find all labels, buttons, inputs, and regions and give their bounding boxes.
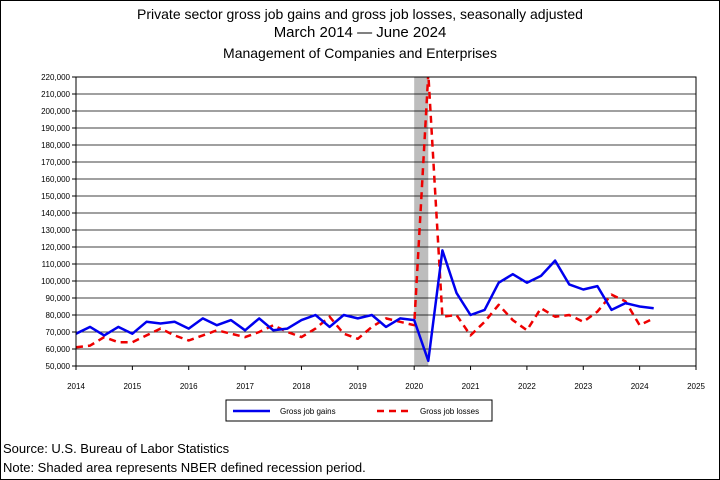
y-axis: 50,000 60,000 70,000 80,000 90,000 100,000 110… <box>41 73 76 371</box>
x-tick-label: 2022 <box>518 382 536 391</box>
y-tick-label: 100,000 <box>41 277 70 286</box>
grid-layer <box>76 76 696 367</box>
x-tick-label: 2015 <box>123 382 141 391</box>
x-tick-label: 2019 <box>349 382 367 391</box>
x-tick-label: 2021 <box>462 382 480 391</box>
y-tick-label: 180,000 <box>41 141 70 150</box>
plot-border <box>75 76 697 367</box>
source-note: Source: U.S. Bureau of Labor Statistics <box>3 441 230 456</box>
y-tick-label: 120,000 <box>41 243 70 252</box>
chart-subtitle: March 2014 — June 2024 <box>273 24 447 41</box>
y-tick-label: 70,000 <box>46 328 71 337</box>
chart-subtitle-industry: Management of Companies and Enterprises <box>223 45 497 61</box>
y-tick-label: 220,000 <box>41 73 70 82</box>
y-tick-label: 170,000 <box>41 158 70 167</box>
y-tick-label: 210,000 <box>41 90 70 99</box>
legend: Gross job gains Gross job losses <box>225 399 493 422</box>
x-tick-label: 2017 <box>236 382 254 391</box>
y-tick-label: 200,000 <box>41 107 70 116</box>
y-tick-label: 50,000 <box>46 362 71 371</box>
legend-box <box>225 399 493 422</box>
legend-label-losses: Gross job losses <box>420 407 479 416</box>
series-line-losses <box>76 77 655 349</box>
y-tick-label: 60,000 <box>46 345 71 354</box>
x-tick-label: 2025 <box>687 382 705 391</box>
x-tick-label: 2020 <box>405 382 423 391</box>
x-tick-label: 2023 <box>574 382 592 391</box>
x-tick-label: 2024 <box>631 382 649 391</box>
line-chart: 50,000 60,000 70,000 80,000 90,000 100,000 110… <box>41 73 705 422</box>
y-tick-label: 90,000 <box>46 294 71 303</box>
y-tick-label: 160,000 <box>41 175 70 184</box>
y-tick-label: 140,000 <box>41 209 70 218</box>
series-line-gains <box>76 249 654 363</box>
x-tick-label: 2016 <box>180 382 198 391</box>
plot-layer <box>76 77 655 363</box>
legend-label-gains: Gross job gains <box>280 407 336 416</box>
y-tick-label: 110,000 <box>42 260 71 269</box>
y-tick-label: 130,000 <box>41 226 70 235</box>
x-tick-label: 2014 <box>67 382 85 391</box>
y-tick-label: 80,000 <box>46 311 71 320</box>
y-tick-label: 150,000 <box>41 192 70 201</box>
x-tick-label: 2018 <box>293 382 311 391</box>
chart-title: Private sector gross job gains and gross… <box>137 6 583 22</box>
x-axis: 2014 2015 2016 2017 2018 2019 2020 2021 2022 2023… <box>67 366 705 391</box>
recession-note: Note: Shaded area represents NBER define… <box>3 460 366 475</box>
y-tick-label: 190,000 <box>41 124 70 133</box>
